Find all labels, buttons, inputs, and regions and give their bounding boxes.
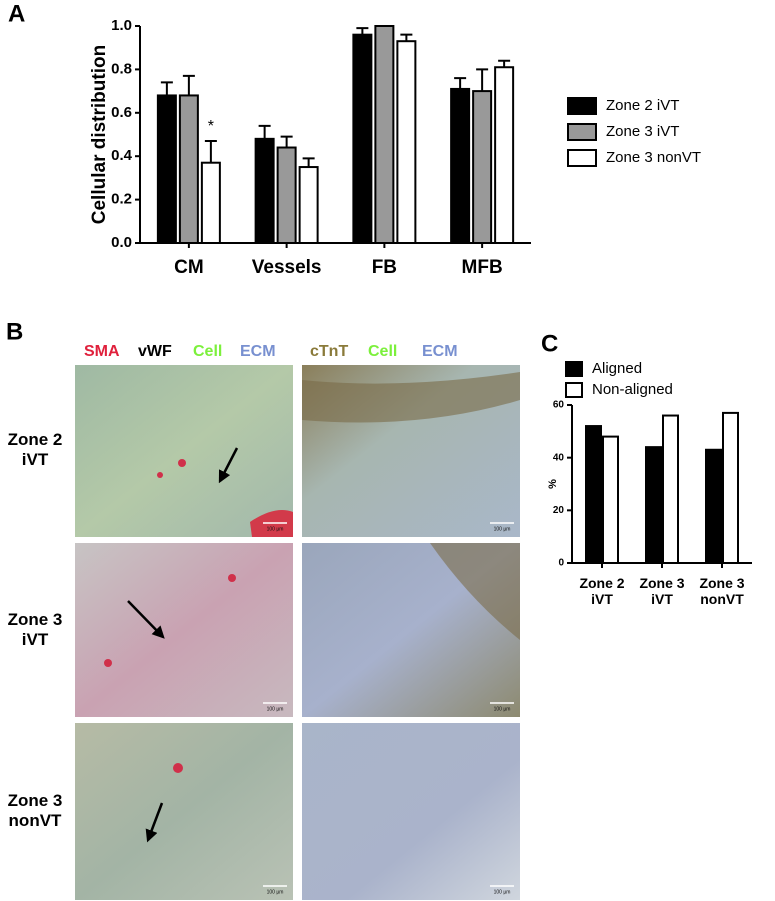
error-bar xyxy=(280,135,293,148)
tissue-detail xyxy=(302,372,520,423)
bar xyxy=(352,33,373,245)
y-axis-label: % xyxy=(547,479,559,489)
annotation: * xyxy=(208,118,214,135)
arrow xyxy=(145,802,164,843)
bar xyxy=(200,161,221,245)
bar xyxy=(178,94,199,244)
error-bar xyxy=(454,77,467,89)
tissue-detail xyxy=(228,574,236,582)
error-bar xyxy=(356,27,369,35)
y-tick-label: 1.0 xyxy=(111,17,132,34)
y-tick-label: 0.8 xyxy=(111,60,132,77)
tissue-detail xyxy=(178,459,186,467)
micrograph xyxy=(75,723,293,900)
error-bar xyxy=(160,81,173,96)
bar xyxy=(722,411,739,564)
tissue-detail xyxy=(173,763,183,773)
bar xyxy=(276,146,297,245)
x-tick-label: Vessels xyxy=(252,257,322,278)
bar xyxy=(472,90,493,244)
y-tick-label: 0.2 xyxy=(111,191,132,208)
legend-swatch xyxy=(567,97,597,115)
bar xyxy=(156,94,177,244)
bar xyxy=(374,25,395,244)
y-tick-label: 0 xyxy=(558,558,564,569)
y-tick-label: 0.6 xyxy=(111,104,132,121)
y-tick-label: 0.0 xyxy=(111,234,132,251)
scale-bar-label: 100 µm xyxy=(494,706,511,712)
error-bar xyxy=(400,33,413,42)
bar xyxy=(585,425,602,565)
scale-bar-label: 100 µm xyxy=(494,526,511,532)
micrograph xyxy=(302,723,520,900)
micrographs xyxy=(75,365,520,900)
x-tick-label: Zone 3 iVT xyxy=(639,575,685,608)
error-bar xyxy=(498,59,511,68)
bar xyxy=(494,66,515,245)
stain-label: Cell xyxy=(193,343,222,360)
bar xyxy=(705,448,722,564)
y-tick-label: 20 xyxy=(553,505,565,516)
scale-bar-label: 100 µm xyxy=(267,526,284,532)
micrograph xyxy=(75,365,293,537)
error-bar xyxy=(302,157,315,168)
bar xyxy=(662,414,679,564)
bar xyxy=(602,435,619,565)
stain-label: cTnT xyxy=(310,343,348,360)
x-tick-label: FB xyxy=(372,257,397,278)
bar xyxy=(298,166,319,244)
stain-label: Cell xyxy=(368,343,397,360)
micrograph xyxy=(75,543,293,717)
row-label: Zone 2 iVT xyxy=(7,430,63,469)
y-tick-label: 60 xyxy=(553,400,565,411)
panel-label: B xyxy=(6,318,23,345)
row-label: Zone 3 nonVT xyxy=(7,791,63,830)
legend-swatch xyxy=(565,382,583,398)
legend-label: Aligned xyxy=(592,360,642,377)
row-label: Zone 3 iVT xyxy=(7,610,63,649)
stain-label: ECM xyxy=(422,343,458,360)
legend-label: Non-aligned xyxy=(592,381,673,398)
y-tick-label: 0.4 xyxy=(111,147,133,164)
legend-swatch xyxy=(567,123,597,141)
legend-label: Zone 3 nonVT xyxy=(606,149,701,166)
scale-bar-label: 100 µm xyxy=(494,889,511,895)
scale-bar-label: 100 µm xyxy=(267,706,284,712)
legend-label: Zone 2 iVT xyxy=(606,97,679,114)
error-bar xyxy=(204,140,217,163)
bar xyxy=(396,40,417,244)
error-bar xyxy=(476,68,489,92)
panel-label: A xyxy=(8,0,25,27)
stain-label: vWF xyxy=(138,343,172,360)
legend-swatch xyxy=(565,361,583,377)
bar xyxy=(254,137,275,244)
tissue-detail xyxy=(430,543,520,640)
stain-label: SMA xyxy=(84,343,120,360)
tissue-detail xyxy=(157,472,163,478)
arrow xyxy=(127,600,165,639)
x-tick-label: Zone 3 nonVT xyxy=(699,575,745,608)
y-axis-label: Cellular distribution xyxy=(89,45,110,224)
tissue-detail xyxy=(104,659,112,667)
bar xyxy=(450,87,471,245)
y-tick-label: 40 xyxy=(553,452,565,463)
scale-bar-label: 100 µm xyxy=(267,889,284,895)
arrow xyxy=(218,447,239,484)
bar xyxy=(645,446,662,564)
legend-swatch xyxy=(567,149,597,167)
x-tick-label: MFB xyxy=(462,257,503,278)
stain-label: ECM xyxy=(240,343,276,360)
x-tick-label: Zone 2 iVT xyxy=(579,575,625,608)
error-bar xyxy=(182,74,195,96)
x-tick-label: CM xyxy=(174,257,204,278)
legend-label: Zone 3 iVT xyxy=(606,123,679,140)
panel-label: C xyxy=(541,330,558,357)
error-bar xyxy=(258,124,271,139)
